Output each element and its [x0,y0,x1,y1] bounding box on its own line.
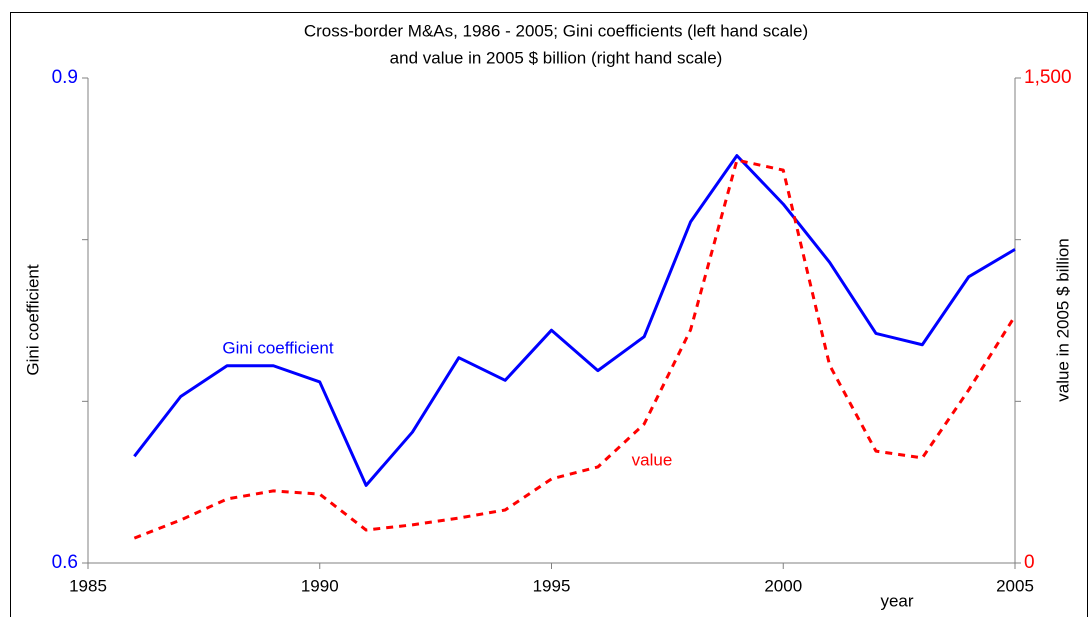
y-tick-label: 0.9 [52,67,78,88]
y2-axis-label: value in 2005 $ billion [1053,238,1072,402]
chart-title: and value in 2005 $ billion (right hand … [390,48,723,67]
chart-frame [10,12,1088,617]
series-line [133,154,1016,487]
x-tick-label: 1985 [69,576,107,595]
series-annotation: Gini coefficient [222,338,333,357]
x-tick-label: 1990 [301,576,339,595]
x-axis-label: year [880,591,913,610]
series-line [133,158,1017,540]
series-annotation: value [632,450,673,469]
y2-tick-label: 0 [1024,552,1035,573]
y2-tick-label: 1,500 [1024,67,1072,88]
chart-title: Cross-border M&As, 1986 - 2005; Gini coe… [304,21,808,40]
y-axis-label: Gini coefficient [23,264,42,375]
x-tick-label: 2000 [764,576,802,595]
x-tick-label: 2005 [996,576,1034,595]
x-tick-label: 1995 [533,576,571,595]
y-tick-label: 0.6 [52,552,78,573]
